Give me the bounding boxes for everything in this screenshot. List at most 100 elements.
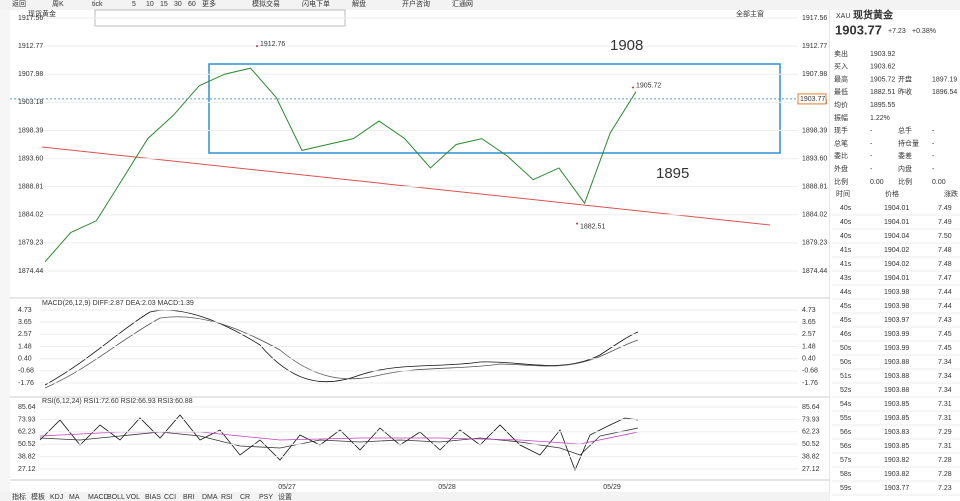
y-tick-label: 0.40 (18, 356, 32, 363)
date-label: 05/29 (603, 484, 621, 491)
tick-cell: 1903.99 (884, 331, 909, 338)
quote-field: 1905.72 (870, 76, 895, 83)
tick-cell: 45s (840, 317, 852, 324)
toolbar-item[interactable]: tick (92, 1, 103, 8)
quote-field: 卖出 (834, 49, 848, 58)
quote-field: 1896.54 (932, 89, 957, 96)
toolbar-item[interactable]: 10 (146, 1, 154, 8)
tick-cell: 1903.82 (884, 471, 909, 478)
bottom-tab[interactable]: RSI (221, 494, 233, 501)
bottom-tab[interactable]: MACD (88, 494, 109, 501)
toolbar-item[interactable]: 返回 (12, 0, 26, 8)
bottom-tab[interactable]: MA (69, 494, 80, 501)
tick-cell: 46s (840, 331, 852, 338)
annotation: 1905.72 (636, 82, 661, 89)
top-toolbar (0, 0, 960, 10)
tick-cell: 7.34 (938, 373, 952, 380)
quote-name: 现货黄金 (853, 9, 894, 22)
tick-cell: 1904.01 (884, 219, 909, 226)
y-tick-label: 1884.02 (802, 212, 827, 219)
quote-field: 委差 (898, 151, 912, 160)
toolbar-item[interactable]: 周K (52, 0, 64, 8)
bottom-tab[interactable]: 指标 (12, 492, 26, 501)
toolbar-item[interactable]: 30 (174, 1, 182, 8)
annotation: 1882.51 (580, 223, 605, 230)
toolbar-item[interactable]: 模拟交易 (252, 0, 280, 8)
tick-cell: 7.28 (938, 457, 952, 464)
toolbar-item[interactable]: 15 (160, 1, 168, 8)
tick-cell: 56s (840, 429, 852, 436)
bottom-tab[interactable]: VOL (126, 494, 140, 501)
tick-cell: 41s (840, 247, 852, 254)
bottom-tab[interactable]: BIAS (145, 494, 161, 501)
toolbar-item[interactable]: 解盘 (352, 0, 366, 8)
quote-field: 现手 (834, 126, 848, 135)
quote-change: +7.23 (888, 28, 906, 35)
bottom-tab[interactable]: 模板 (31, 492, 45, 501)
tick-cell: 1903.99 (884, 345, 909, 352)
y-tick-label: 85.64 (18, 404, 36, 411)
y-tick-label: 1893.60 (18, 155, 43, 162)
bottom-tab[interactable]: CR (240, 494, 250, 501)
tick-header: 时间 (836, 189, 850, 198)
price-line (44, 67, 637, 263)
toolbar-item[interactable]: 汇通网 (452, 0, 473, 8)
quote-field: 最低 (834, 87, 848, 96)
tick-cell: 1903.83 (884, 429, 909, 436)
tick-cell: 1903.98 (884, 289, 909, 296)
y-tick-label: 62.23 (18, 429, 36, 436)
bottom-tab[interactable]: BOLL (107, 494, 125, 501)
y-tick-label: -0.68 (802, 368, 818, 375)
toolbar-item[interactable]: 开户咨询 (402, 0, 430, 8)
quote-field: 比例 (834, 177, 848, 186)
tick-cell: 50s (840, 359, 852, 366)
tick-cell: 7.31 (938, 415, 952, 422)
window-button[interactable]: 全部主窗 (736, 9, 764, 18)
tick-cell: 1904.02 (884, 261, 909, 268)
tick-cell: 7.34 (938, 359, 952, 366)
tick-cell: 7.29 (938, 429, 952, 436)
annotation: 1912.76 (260, 41, 285, 48)
y-tick-label: -1.76 (802, 380, 818, 387)
bottom-tab[interactable]: CCI (164, 494, 176, 501)
y-tick-label: 4.73 (802, 307, 816, 314)
tick-cell: 7.50 (938, 233, 952, 240)
tick-cell: 7.44 (938, 303, 952, 310)
toolbar-item[interactable]: 60 (188, 1, 196, 8)
y-tick-label: -0.68 (18, 368, 34, 375)
zone-label: 1895 (656, 165, 689, 182)
quote-price: 1903.77 (835, 22, 882, 37)
y-tick-label: 27.12 (18, 466, 36, 473)
zone-label: 1908 (610, 37, 643, 54)
toolbar-item[interactable]: 5 (132, 1, 136, 8)
tick-cell: 40s (840, 205, 852, 212)
bottom-tab[interactable]: PSY (259, 494, 273, 501)
tick-header: 涨跌 (944, 189, 958, 198)
tick-cell: 1903.88 (884, 387, 909, 394)
annotation-point (256, 45, 258, 48)
y-tick-label: 1912.77 (802, 43, 827, 50)
y-tick-label: 1898.39 (18, 127, 43, 134)
tick-cell: 1903.98 (884, 303, 909, 310)
bottom-tab[interactable]: KDJ (50, 494, 63, 501)
quote-field: 1882.51 (870, 89, 895, 96)
quote-field: - (932, 166, 935, 173)
bottom-tab[interactable]: 设置 (278, 492, 292, 501)
bottom-tab[interactable]: BRI (183, 494, 195, 501)
y-tick-label: 2.57 (802, 331, 816, 338)
toolbar-item[interactable]: 闪电下单 (302, 0, 330, 8)
y-tick-label: 50.52 (802, 441, 820, 448)
tick-cell: 7.34 (938, 387, 952, 394)
tick-cell: 54s (840, 401, 852, 408)
tick-cell: 1903.77 (884, 485, 909, 492)
tick-cell: 45s (840, 303, 852, 310)
y-tick-label: 1879.23 (802, 240, 827, 247)
tick-cell: 7.23 (938, 485, 952, 492)
y-tick-label: 62.23 (802, 429, 820, 436)
bottom-tab[interactable]: DMA (202, 494, 218, 501)
tick-cell: 1903.85 (884, 401, 909, 408)
y-tick-label: 1888.81 (18, 184, 43, 191)
quote-field: 昨收 (898, 87, 912, 96)
tick-cell: 1903.82 (884, 457, 909, 464)
toolbar-item[interactable]: 更多 (202, 0, 216, 8)
